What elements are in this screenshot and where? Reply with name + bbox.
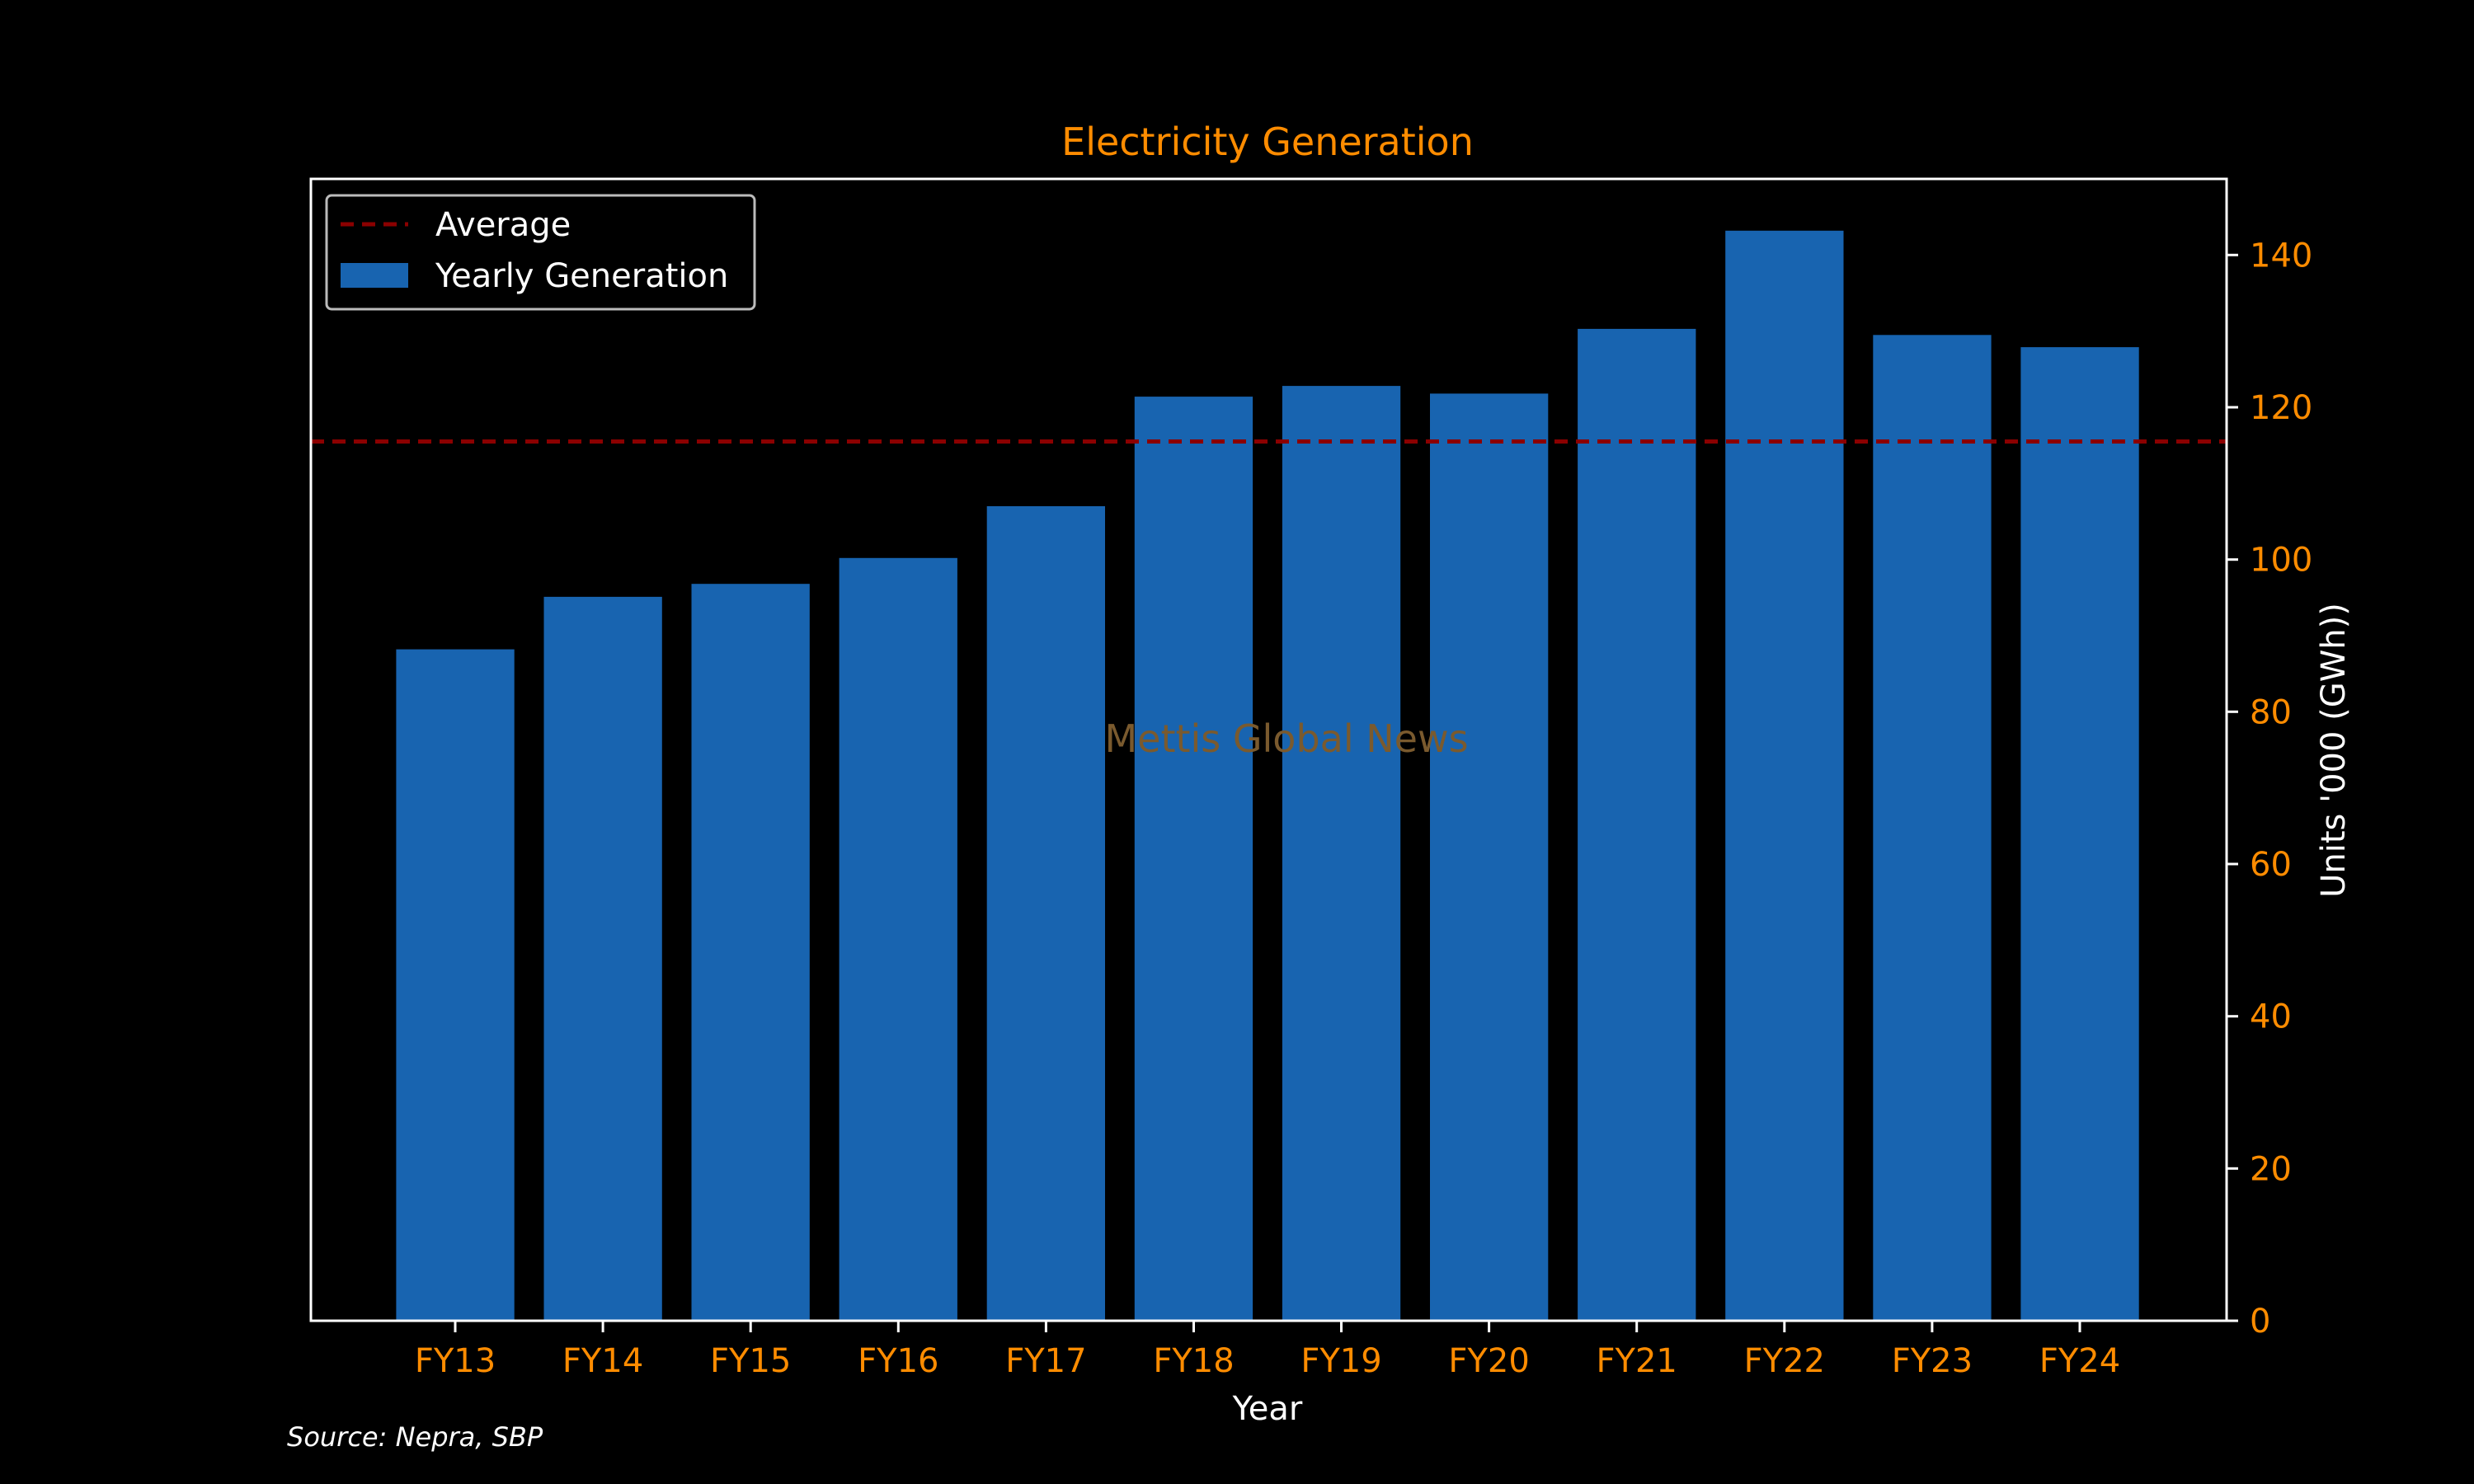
source-note: Source: Nepra, SBP: [287, 1421, 543, 1453]
bar-fy19: [1282, 386, 1401, 1322]
x-tick-label: FY18: [1153, 1342, 1234, 1380]
legend: Average Yearly Generation: [325, 194, 756, 311]
y-tick-label: 80: [2250, 693, 2292, 731]
y-tick-label: 140: [2250, 237, 2312, 275]
y-axis-label: Units '000 (GWh)): [2315, 603, 2353, 898]
legend-yearly-generation-label: Yearly Generation: [435, 257, 728, 295]
bar-fy16: [839, 557, 957, 1321]
x-tick-label: FY17: [1005, 1342, 1086, 1380]
bar-fy22: [1725, 230, 1844, 1321]
x-tick-label: FY23: [1892, 1342, 1973, 1380]
bar-fy18: [1134, 397, 1253, 1322]
x-tick-label: FY15: [710, 1342, 791, 1380]
x-tick-label: FY24: [2039, 1342, 2120, 1380]
x-axis: FY13 FY14 FY15 FY16 FY17 FY18 FY19 FY20 FY21 FY22…: [415, 1321, 2120, 1380]
y-axis: 0 20 40 60 80 100 120 140: [2227, 237, 2312, 1341]
watermark: Mettis Global News: [1104, 716, 1468, 761]
bar-fy20: [1430, 393, 1549, 1321]
bar-fy17: [986, 506, 1105, 1321]
bar-fy13: [396, 649, 515, 1321]
watermark-group: Mettis Global News: [1104, 716, 1468, 761]
y-tick-label: 20: [2250, 1150, 2292, 1188]
x-tick-label: FY20: [1448, 1342, 1529, 1380]
x-tick-label: FY22: [1744, 1342, 1825, 1380]
y-tick-label: 120: [2250, 389, 2312, 427]
x-axis-label: Year: [1232, 1390, 1303, 1428]
bar-fy15: [691, 584, 810, 1321]
legend-yearly-generation-swatch: [341, 263, 408, 288]
x-tick-label: FY14: [562, 1342, 643, 1380]
plot-frame: [309, 177, 2228, 1322]
x-tick-label: FY13: [415, 1342, 496, 1380]
x-tick-label: FY21: [1597, 1342, 1677, 1380]
y-tick-label: 40: [2250, 998, 2292, 1036]
legend-average-label: Average: [435, 206, 571, 244]
bar-fy23: [1873, 335, 1992, 1321]
bar-fy14: [543, 596, 662, 1321]
legend-box: [325, 194, 756, 311]
bar-fy21: [1578, 328, 1696, 1321]
x-tick-label: FY16: [858, 1342, 938, 1380]
chart-title: Electricity Generation: [1061, 120, 1474, 164]
y-tick-label: 100: [2250, 542, 2312, 580]
y-tick-label: 0: [2250, 1303, 2270, 1341]
bar-fy24: [2020, 347, 2139, 1322]
x-tick-label: FY19: [1300, 1342, 1381, 1380]
y-tick-label: 60: [2250, 846, 2292, 884]
bars-group: [396, 230, 2139, 1322]
